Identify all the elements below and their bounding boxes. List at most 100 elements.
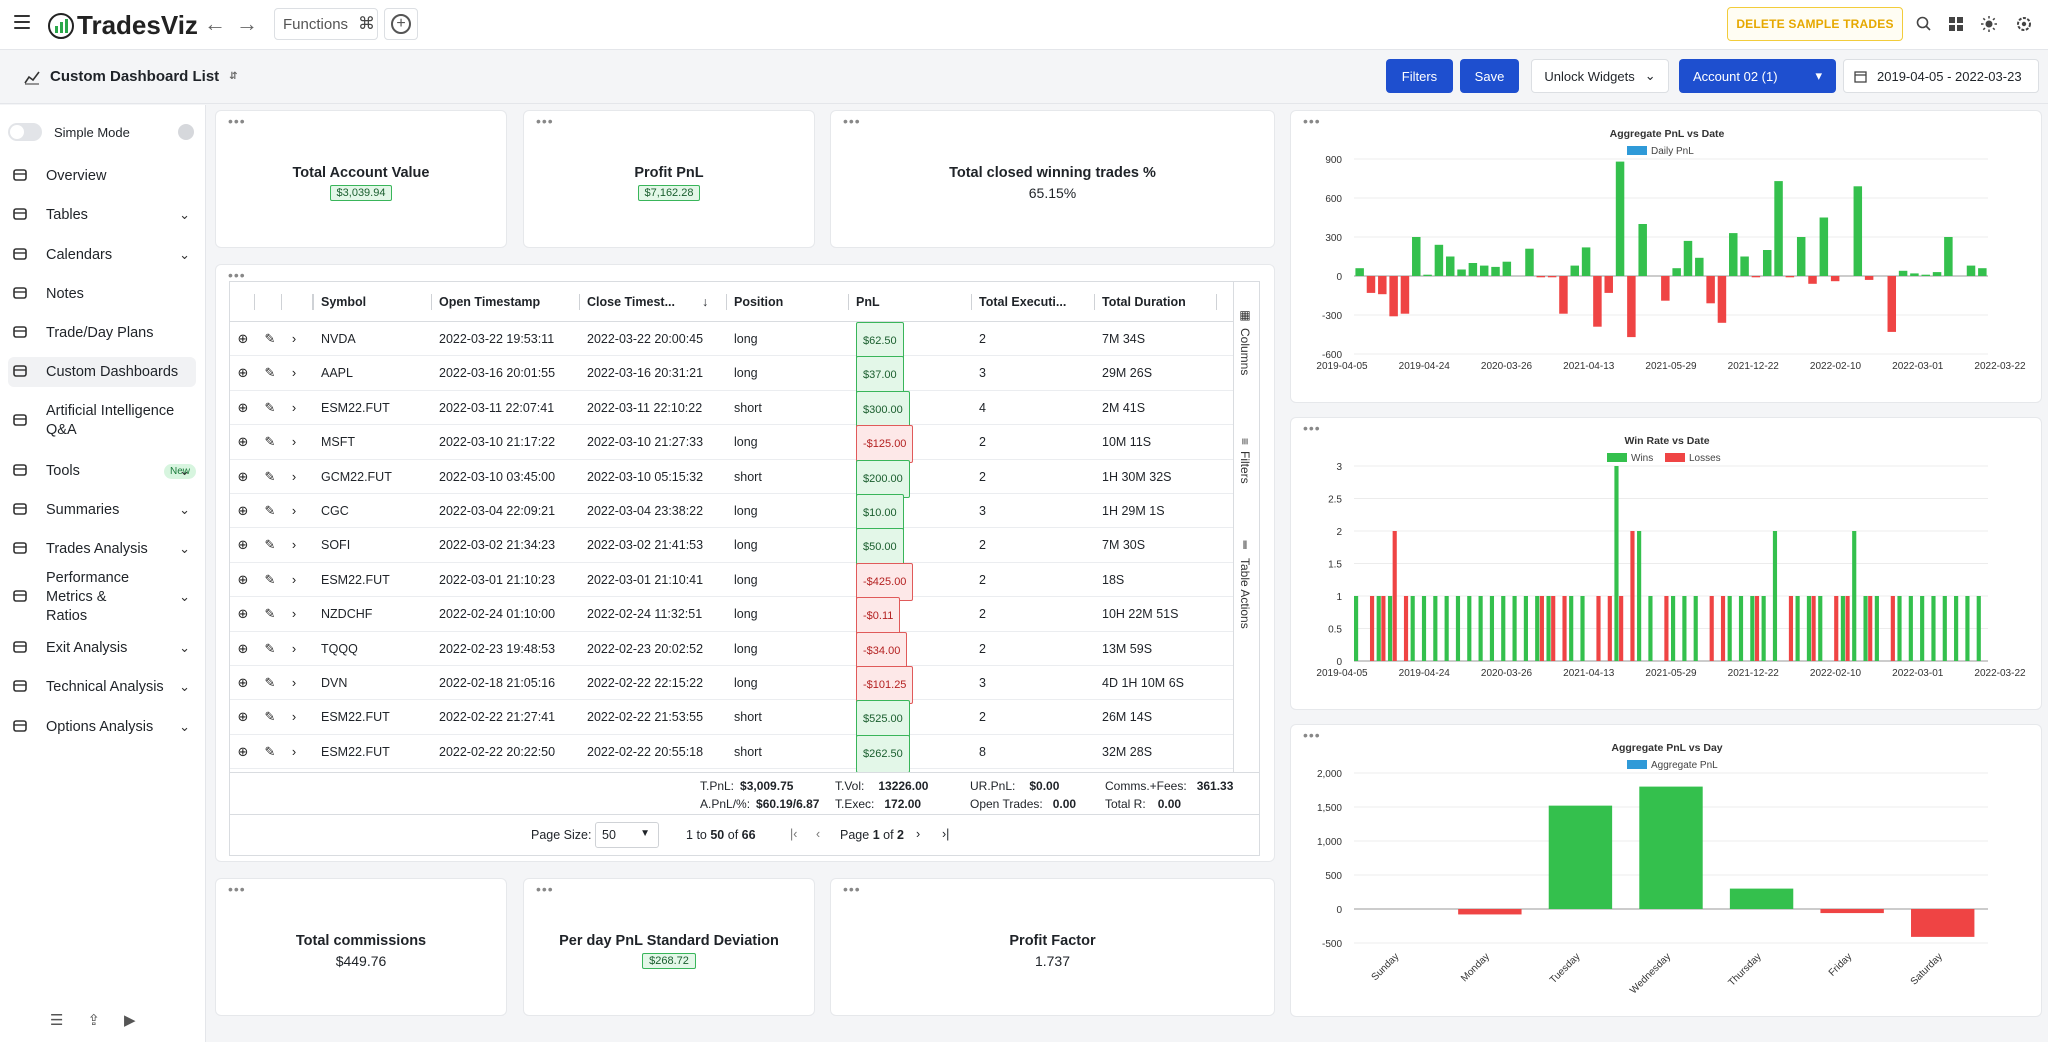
unlock-widgets-dropdown[interactable]: Unlock Widgets ⌄ [1531, 59, 1669, 93]
edit-pencil-icon[interactable]: ✎ [264, 331, 276, 346]
crosshair-icon[interactable]: ⊕ [237, 537, 249, 553]
simple-mode-settings-icon[interactable] [178, 124, 194, 140]
crosshair-icon[interactable]: ⊕ [237, 571, 249, 587]
edit-pencil-icon[interactable]: ✎ [264, 365, 276, 381]
cell-symbol[interactable]: NZDCHF [321, 607, 373, 622]
edit-pencil-icon[interactable]: ✎ [264, 675, 276, 690]
expand-chevron-icon[interactable]: › [291, 503, 297, 518]
crosshair-icon[interactable]: ⊕ [237, 434, 249, 450]
toggle-switch[interactable] [8, 123, 42, 141]
cell-symbol[interactable]: NVDA [321, 332, 356, 346]
expand-chevron-icon[interactable]: › [291, 571, 297, 587]
widget-menu-icon[interactable]: ••• [843, 113, 861, 129]
cell-symbol[interactable]: CGC [321, 504, 349, 518]
widget-menu-icon[interactable]: ••• [843, 881, 861, 897]
functions-button[interactable]: Functions ⌘ [274, 8, 378, 40]
table-actions-tab[interactable]: ‖ Table Actions [1238, 538, 1252, 629]
account-select[interactable]: Account 02 (1) ▾ [1679, 59, 1836, 93]
col-header-pnl[interactable]: PnL [848, 282, 958, 322]
share-upload-icon[interactable]: ⇪ [87, 1012, 101, 1029]
table-row[interactable]: ⊕ ✎ › NVDA 2022-03-22 19:53:11 2022-03-22 20:… [230, 322, 1233, 360]
edit-pencil-icon[interactable]: ✎ [264, 468, 276, 484]
crosshair-icon[interactable]: ⊕ [237, 743, 249, 759]
filters-tab[interactable]: ≡ Filters [1238, 438, 1252, 484]
crosshair-icon[interactable]: ⊕ [237, 399, 249, 415]
sidebar-item-calendars[interactable]: Calendars ⌄ [8, 240, 196, 270]
cell-symbol[interactable]: DVN [321, 676, 348, 690]
settings-gear-icon[interactable] [2015, 15, 2033, 33]
expand-chevron-icon[interactable]: › [291, 365, 297, 381]
next-page-icon[interactable]: › [916, 827, 921, 841]
apps-grid-icon[interactable] [1947, 15, 1965, 33]
first-page-icon[interactable]: |‹ [790, 827, 798, 841]
table-row[interactable]: ⊕ ✎ › MSFT 2022-03-10 21:17:22 2022-03-10 21:… [230, 425, 1233, 464]
sliders-icon[interactable]: ☰ [50, 1012, 64, 1029]
table-row[interactable]: ⊕ ✎ › DVN 2022-02-18 21:05:16 2022-02-22 22:1… [230, 666, 1233, 704]
table-row[interactable]: ⊕ ✎ › ESM22.FUT 2022-02-22 20:22:50 2022-02-2… [230, 734, 1233, 773]
edit-pencil-icon[interactable]: ✎ [264, 709, 276, 725]
crosshair-icon[interactable]: ⊕ [237, 606, 249, 622]
widget-menu-icon[interactable]: ••• [536, 113, 554, 129]
filters-button[interactable]: Filters [1386, 59, 1453, 93]
hamburger-menu-icon[interactable] [14, 15, 30, 29]
sidebar-item-artificial-intelligence-q-a[interactable]: Artificial Intelligence Q&A [8, 398, 196, 444]
crosshair-icon[interactable]: ⊕ [237, 675, 249, 690]
expand-chevron-icon[interactable]: › [291, 675, 297, 690]
crosshair-icon[interactable]: ⊕ [237, 331, 249, 346]
edit-pencil-icon[interactable]: ✎ [264, 503, 276, 518]
edit-pencil-icon[interactable]: ✎ [264, 743, 276, 759]
edit-pencil-icon[interactable]: ✎ [264, 537, 276, 553]
expand-chevron-icon[interactable]: › [291, 399, 297, 415]
cell-symbol[interactable]: TQQQ [321, 641, 358, 656]
table-row[interactable]: ⊕ ✎ › SOFI 2022-03-02 21:34:23 2022-03-02 21:… [230, 528, 1233, 567]
table-row[interactable]: ⊕ ✎ › ESM22.FUT 2022-03-01 21:10:23 2022-03-0… [230, 562, 1233, 601]
back-arrow-icon[interactable]: ← [204, 11, 226, 36]
sidebar-item-technical-analysis[interactable]: Technical Analysis ⌄ [8, 672, 196, 702]
cell-symbol[interactable]: ESM22.FUT [321, 400, 390, 415]
save-button[interactable]: Save [1460, 59, 1519, 93]
col-header-executions[interactable]: Total Executi... [971, 282, 1091, 322]
cell-symbol[interactable]: MSFT [321, 435, 356, 450]
col-header-position[interactable]: Position [726, 282, 836, 322]
widget-menu-icon[interactable]: ••• [228, 267, 246, 283]
widget-menu-icon[interactable]: ••• [1303, 420, 1321, 436]
sort-desc-icon[interactable]: ↓ [702, 295, 709, 309]
expand-chevron-icon[interactable]: › [291, 434, 297, 450]
sidebar-item-performance-metrics-ratios[interactable]: Performance Metrics & Ratios ⌄ [8, 570, 196, 624]
search-icon[interactable] [1915, 15, 1933, 33]
crosshair-icon[interactable]: ⊕ [237, 709, 249, 725]
expand-chevron-icon[interactable]: › [291, 468, 297, 484]
forward-arrow-icon[interactable]: → [236, 11, 258, 36]
sidebar-item-trades-analysis[interactable]: Trades Analysis ⌄ [8, 534, 196, 564]
expand-chevron-icon[interactable]: › [291, 331, 297, 346]
crosshair-icon[interactable]: ⊕ [237, 503, 249, 518]
add-widget-button[interactable]: + [384, 8, 418, 40]
edit-pencil-icon[interactable]: ✎ [264, 571, 276, 587]
sidebar-item-trade-day-plans[interactable]: Trade/Day Plans [8, 318, 196, 348]
widget-menu-icon[interactable]: ••• [536, 881, 554, 897]
col-header-symbol[interactable]: Symbol [313, 282, 424, 322]
table-row[interactable]: ⊕ ✎ › AAPL 2022-03-16 20:01:55 2022-03-16 20:… [230, 356, 1233, 395]
sidebar-item-tables[interactable]: Tables ⌄ [8, 200, 196, 230]
expand-chevron-icon[interactable]: › [291, 709, 297, 725]
delete-sample-trades-button[interactable]: DELETE SAMPLE TRADES [1727, 7, 1903, 41]
widget-menu-icon[interactable]: ••• [228, 113, 246, 129]
columns-tab[interactable]: ▦ Columns [1238, 308, 1252, 375]
cell-symbol[interactable]: ESM22.FUT [321, 744, 390, 759]
table-row[interactable]: ⊕ ✎ › ESM22.FUT 2022-03-11 22:07:41 2022-03-1… [230, 390, 1233, 429]
sidebar-item-exit-analysis[interactable]: Exit Analysis ⌄ [8, 633, 196, 663]
expand-chevron-icon[interactable]: › [291, 606, 297, 622]
dashboard-list-select[interactable]: Custom Dashboard List ⇵ [24, 68, 238, 85]
table-row[interactable]: ⊕ ✎ › CGC 2022-03-04 22:09:21 2022-03-04 23:3… [230, 494, 1233, 532]
crosshair-icon[interactable]: ⊕ [237, 468, 249, 484]
cell-symbol[interactable]: AAPL [321, 366, 353, 381]
app-logo[interactable]: TradesViz [48, 10, 198, 41]
col-header-duration[interactable]: Total Duration [1094, 282, 1214, 322]
sidebar-item-summaries[interactable]: Summaries ⌄ [8, 495, 196, 525]
sidebar-item-overview[interactable]: Overview [8, 161, 196, 191]
edit-pencil-icon[interactable]: ✎ [264, 606, 276, 622]
expand-chevron-icon[interactable]: › [291, 640, 297, 656]
crosshair-icon[interactable]: ⊕ [237, 365, 249, 381]
theme-sun-icon[interactable] [1980, 15, 1998, 33]
sidebar-item-options-analysis[interactable]: Options Analysis ⌄ [8, 712, 196, 742]
